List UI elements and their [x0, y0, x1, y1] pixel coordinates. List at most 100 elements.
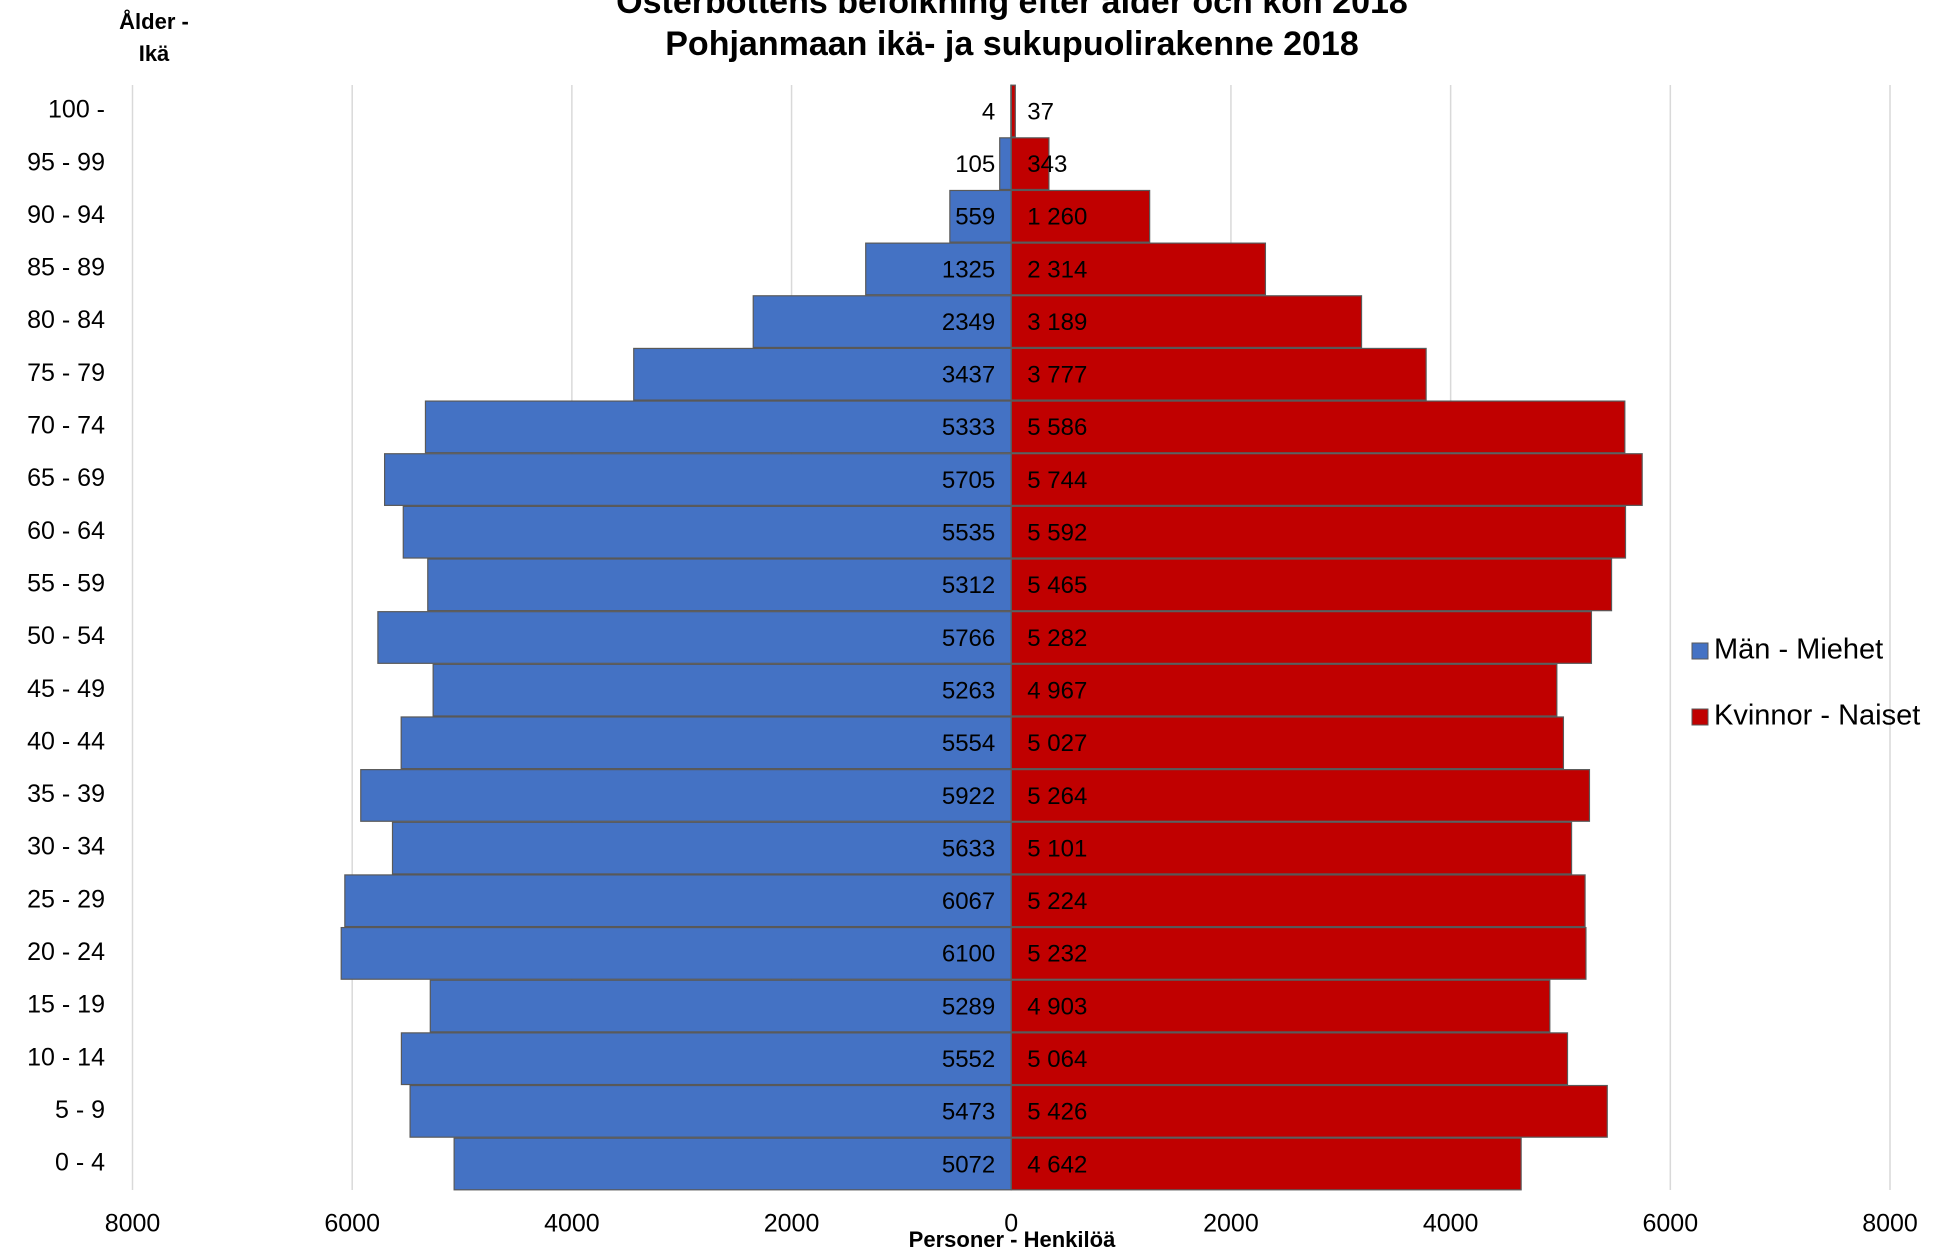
x-tick-label: 4000: [1423, 1210, 1479, 1238]
data-label: 5 101: [1027, 835, 1087, 862]
bar: [400, 716, 1012, 770]
bar: [1010, 979, 1551, 1033]
bar: [999, 137, 1012, 191]
bar: [1010, 242, 1267, 296]
bar: [633, 347, 1012, 401]
data-label: 5705: [942, 467, 995, 494]
bar: [1010, 1032, 1569, 1086]
bar: [1010, 558, 1613, 612]
x-tick-label: 0: [1004, 1210, 1018, 1238]
y-tick-label: 50 - 54: [27, 622, 105, 650]
data-label: 105: [955, 151, 995, 178]
x-tick-label: 8000: [105, 1210, 161, 1238]
data-label: 2349: [942, 309, 995, 336]
data-label: 5535: [942, 520, 995, 547]
bar: [377, 611, 1012, 664]
legend-swatch: [1691, 642, 1709, 660]
bar: [424, 400, 1012, 454]
y-tick-label: 100 -: [48, 96, 105, 124]
bar: [453, 1137, 1012, 1191]
bar: [1010, 453, 1643, 506]
bar: [427, 558, 1012, 612]
bar: [1010, 926, 1587, 980]
y-tick-label: 20 - 24: [27, 938, 105, 966]
data-label: 5289: [942, 993, 995, 1020]
data-label: 5554: [942, 730, 995, 757]
y-tick-label: 30 - 34: [27, 833, 105, 861]
data-label: 5552: [942, 1046, 995, 1073]
data-label: 2 314: [1027, 256, 1087, 283]
data-label: 3 189: [1027, 309, 1087, 336]
bar: [1010, 1137, 1522, 1191]
bar: [1010, 663, 1558, 717]
data-label: 1325: [942, 256, 995, 283]
data-label: 5473: [942, 1099, 995, 1126]
y-tick-label: 55 - 59: [27, 569, 105, 597]
data-label: 4 967: [1027, 677, 1087, 704]
y-tick-label: 75 - 79: [27, 359, 105, 387]
y-tick-label: 60 - 64: [27, 517, 105, 545]
x-tick-label: 4000: [544, 1210, 600, 1238]
data-label: 5263: [942, 677, 995, 704]
data-label: 343: [1027, 151, 1067, 178]
data-label: 3437: [942, 362, 995, 389]
data-label: 5922: [942, 783, 995, 810]
data-label: 5 744: [1027, 467, 1087, 494]
data-label: 4 642: [1027, 1151, 1087, 1178]
legend-swatch: [1691, 708, 1709, 726]
data-label: 5 426: [1027, 1099, 1087, 1126]
y-tick-label: 40 - 44: [27, 727, 105, 755]
bar: [1010, 611, 1593, 664]
x-tick-label: 8000: [1862, 1210, 1918, 1238]
bar: [429, 979, 1012, 1033]
bar: [1010, 400, 1626, 454]
data-label: 6067: [942, 888, 995, 915]
data-label: 5633: [942, 835, 995, 862]
y-tick-label: 25 - 29: [27, 885, 105, 913]
data-label: 5766: [942, 625, 995, 652]
legend-label: Kvinnor - Naiset: [1714, 700, 1920, 732]
x-tick-label: 6000: [324, 1210, 380, 1238]
y-tick-label: 0 - 4: [55, 1149, 105, 1177]
bar: [383, 453, 1012, 506]
data-label: 5 027: [1027, 730, 1087, 757]
data-label: 4 903: [1027, 993, 1087, 1020]
chart-subtitle: Pohjanmaan ikä- ja sukupuolirakenne 2018: [665, 25, 1358, 63]
y-axis-title: Ålder -: [119, 8, 189, 34]
data-label: 5 232: [1027, 941, 1087, 968]
bar: [344, 874, 1012, 928]
bar: [360, 769, 1012, 822]
x-tick-label: 2000: [764, 1210, 820, 1238]
bar: [1010, 505, 1627, 559]
bar: [1010, 137, 1050, 191]
y-tick-label: 65 - 69: [27, 464, 105, 492]
bar: [1010, 295, 1363, 349]
x-tick-label: 2000: [1203, 1210, 1259, 1238]
bar: [1010, 821, 1573, 875]
y-tick-label: 80 - 84: [27, 306, 105, 334]
data-label: 1 260: [1027, 204, 1087, 231]
data-label: 5 264: [1027, 783, 1087, 810]
x-tick-label: 6000: [1643, 1210, 1699, 1238]
data-label: 5333: [942, 414, 995, 441]
data-label: 6100: [942, 941, 995, 968]
bar: [432, 663, 1012, 717]
y-tick-label: 90 - 94: [27, 201, 105, 229]
bar: [402, 505, 1012, 559]
y-tick-label: 85 - 89: [27, 254, 105, 282]
data-label: 5 064: [1027, 1046, 1087, 1073]
bar: [1010, 716, 1565, 770]
data-label: 3 777: [1027, 362, 1087, 389]
bar: [865, 242, 1012, 296]
y-tick-label: 10 - 14: [27, 1043, 105, 1071]
bar: [1010, 769, 1591, 822]
data-label: 559: [955, 204, 995, 231]
bar: [400, 1032, 1012, 1086]
bar: [340, 926, 1012, 980]
y-tick-label: 95 - 99: [27, 148, 105, 176]
data-label: 5 224: [1027, 888, 1087, 915]
bar: [1010, 347, 1427, 401]
data-label: 5 465: [1027, 572, 1087, 599]
bar: [1010, 874, 1586, 928]
